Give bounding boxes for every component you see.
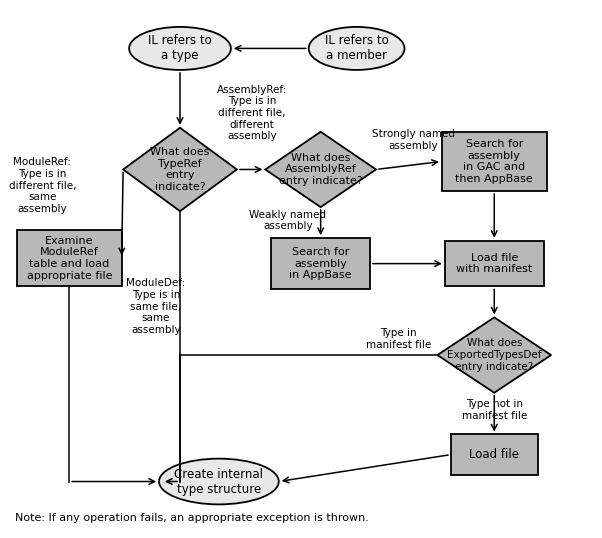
Text: Search for
assembly
in GAC and
then AppBase: Search for assembly in GAC and then AppB… xyxy=(455,139,533,184)
FancyBboxPatch shape xyxy=(272,238,370,289)
Text: Note: If any operation fails, an appropriate exception is thrown.: Note: If any operation fails, an appropr… xyxy=(16,513,369,523)
Polygon shape xyxy=(438,317,551,393)
FancyBboxPatch shape xyxy=(445,241,544,286)
Text: Search for
assembly
in AppBase: Search for assembly in AppBase xyxy=(290,247,352,280)
Text: Load file
with manifest: Load file with manifest xyxy=(456,253,532,274)
Text: Type in
manifest file: Type in manifest file xyxy=(366,328,431,350)
Text: What does
TypeRef
entry
indicate?: What does TypeRef entry indicate? xyxy=(150,147,209,192)
Text: IL refers to
a type: IL refers to a type xyxy=(148,34,212,62)
Text: What does
AssemblyRef
entry indicate?: What does AssemblyRef entry indicate? xyxy=(279,153,362,186)
Text: ModuleDef:
Type is in
same file,
same
assembly: ModuleDef: Type is in same file, same as… xyxy=(126,279,185,335)
Text: ModuleRef:
Type is in
different file,
same
assembly: ModuleRef: Type is in different file, sa… xyxy=(8,158,76,214)
Text: AssemblyRef:
Type is in
different file,
different
assembly: AssemblyRef: Type is in different file, … xyxy=(217,85,287,141)
Polygon shape xyxy=(123,128,237,211)
Text: What does
ExportedTypesDef
entry indicate?: What does ExportedTypesDef entry indicat… xyxy=(447,338,542,372)
Text: IL refers to
a member: IL refers to a member xyxy=(324,34,388,62)
Text: Examine
ModuleRef
table and load
appropriate file: Examine ModuleRef table and load appropr… xyxy=(26,236,112,281)
FancyBboxPatch shape xyxy=(451,435,538,475)
Text: Create internal
type structure: Create internal type structure xyxy=(175,468,264,495)
Text: Strongly named
assembly: Strongly named assembly xyxy=(372,129,455,151)
Text: Type not in
manifest file: Type not in manifest file xyxy=(462,399,527,421)
Ellipse shape xyxy=(159,458,279,505)
Polygon shape xyxy=(265,132,376,207)
Text: Load file: Load file xyxy=(469,448,520,461)
FancyBboxPatch shape xyxy=(442,132,547,191)
Text: Weakly named
assembly: Weakly named assembly xyxy=(249,210,326,231)
FancyBboxPatch shape xyxy=(17,230,122,286)
Ellipse shape xyxy=(309,27,405,70)
Ellipse shape xyxy=(129,27,231,70)
